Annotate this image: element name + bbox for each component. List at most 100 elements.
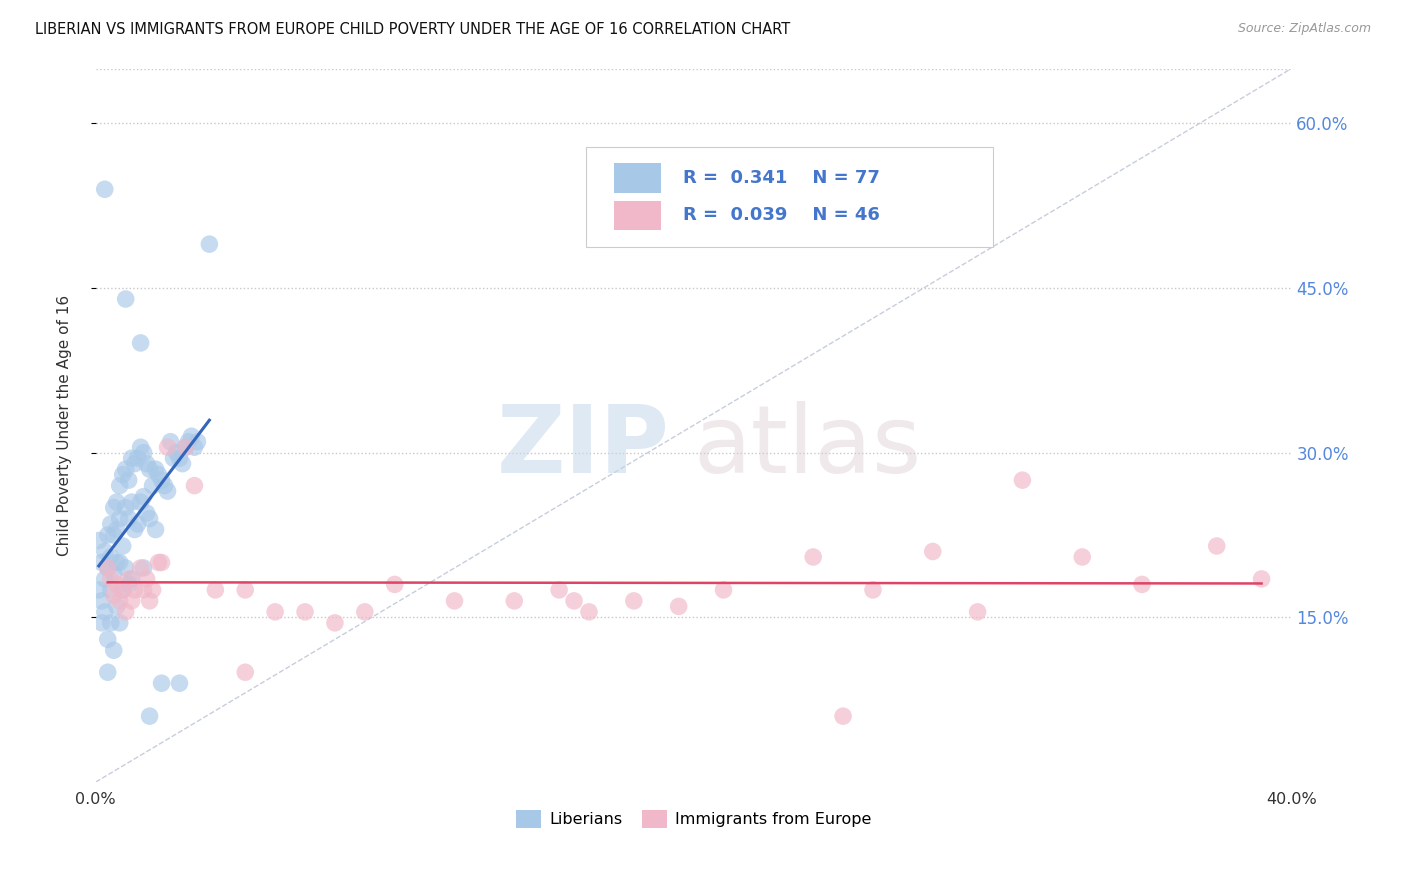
Point — [94, 605, 117, 619]
Point — [148, 467, 170, 482]
Point — [90, 556, 112, 570]
Point — [138, 511, 160, 525]
Point — [121, 572, 143, 586]
Text: atlas: atlas — [693, 401, 922, 492]
Point — [921, 544, 943, 558]
Point — [114, 462, 136, 476]
Point — [142, 478, 165, 492]
Point — [114, 292, 136, 306]
Point — [132, 446, 155, 460]
Text: LIBERIAN VS IMMIGRANTS FROM EUROPE CHILD POVERTY UNDER THE AGE OF 16 CORRELATION: LIBERIAN VS IMMIGRANTS FROM EUROPE CHILD… — [35, 22, 790, 37]
Point — [118, 572, 141, 586]
Point — [384, 577, 406, 591]
Point — [105, 599, 128, 614]
Point — [145, 462, 167, 476]
Point — [1250, 572, 1272, 586]
Point — [105, 495, 128, 509]
Point — [118, 577, 141, 591]
Point — [204, 582, 226, 597]
Point — [124, 582, 146, 597]
Point — [121, 451, 143, 466]
Point — [264, 605, 287, 619]
Point — [132, 490, 155, 504]
Point — [135, 572, 157, 586]
Point — [111, 467, 134, 482]
Point — [294, 605, 316, 619]
Y-axis label: Child Poverty Under the Age of 16: Child Poverty Under the Age of 16 — [58, 294, 72, 556]
Point — [443, 594, 465, 608]
Point — [118, 511, 141, 525]
Point — [713, 582, 735, 597]
Point — [198, 237, 221, 252]
Point — [124, 523, 146, 537]
Point — [108, 478, 131, 492]
Point — [503, 594, 526, 608]
Point — [162, 451, 184, 466]
Point — [150, 676, 173, 690]
Point — [183, 478, 205, 492]
Point — [623, 594, 645, 608]
Point — [150, 556, 173, 570]
Point — [129, 335, 152, 350]
Point — [862, 582, 884, 597]
Point — [1071, 549, 1094, 564]
FancyBboxPatch shape — [613, 201, 661, 230]
Point — [186, 434, 208, 449]
Point — [108, 615, 131, 630]
Point — [180, 429, 202, 443]
Point — [97, 561, 120, 575]
Point — [135, 506, 157, 520]
Point — [172, 457, 194, 471]
Point — [129, 440, 152, 454]
Point — [169, 676, 191, 690]
Point — [87, 533, 110, 548]
Point — [174, 440, 197, 454]
Point — [801, 549, 824, 564]
Point — [97, 528, 120, 542]
Point — [138, 594, 160, 608]
Point — [100, 582, 122, 597]
Point — [132, 561, 155, 575]
Point — [142, 582, 165, 597]
Point — [108, 556, 131, 570]
Point — [150, 473, 173, 487]
Point — [668, 599, 690, 614]
Point — [135, 457, 157, 471]
Point — [97, 632, 120, 647]
Text: R =  0.341    N = 77: R = 0.341 N = 77 — [683, 169, 880, 187]
FancyBboxPatch shape — [586, 147, 993, 247]
Point — [94, 572, 117, 586]
Text: Source: ZipAtlas.com: Source: ZipAtlas.com — [1237, 22, 1371, 36]
Point — [108, 594, 131, 608]
Point — [1011, 473, 1033, 487]
Point — [103, 588, 125, 602]
Point — [103, 528, 125, 542]
Point — [353, 605, 375, 619]
Point — [562, 594, 585, 608]
Point — [90, 594, 112, 608]
Point — [94, 182, 117, 196]
Point — [100, 517, 122, 532]
Point — [108, 511, 131, 525]
Point — [121, 495, 143, 509]
FancyBboxPatch shape — [613, 163, 661, 194]
Point — [548, 582, 571, 597]
Point — [129, 495, 152, 509]
Point — [124, 457, 146, 471]
Point — [111, 539, 134, 553]
Point — [166, 446, 188, 460]
Point — [156, 440, 179, 454]
Point — [132, 582, 155, 597]
Point — [100, 615, 122, 630]
Point — [138, 709, 160, 723]
Point — [145, 523, 167, 537]
Point — [103, 643, 125, 657]
Point — [94, 544, 117, 558]
Point — [103, 566, 125, 581]
Point — [129, 561, 152, 575]
Point — [323, 615, 346, 630]
Point — [90, 615, 112, 630]
Point — [97, 665, 120, 680]
Point — [105, 556, 128, 570]
Point — [138, 462, 160, 476]
